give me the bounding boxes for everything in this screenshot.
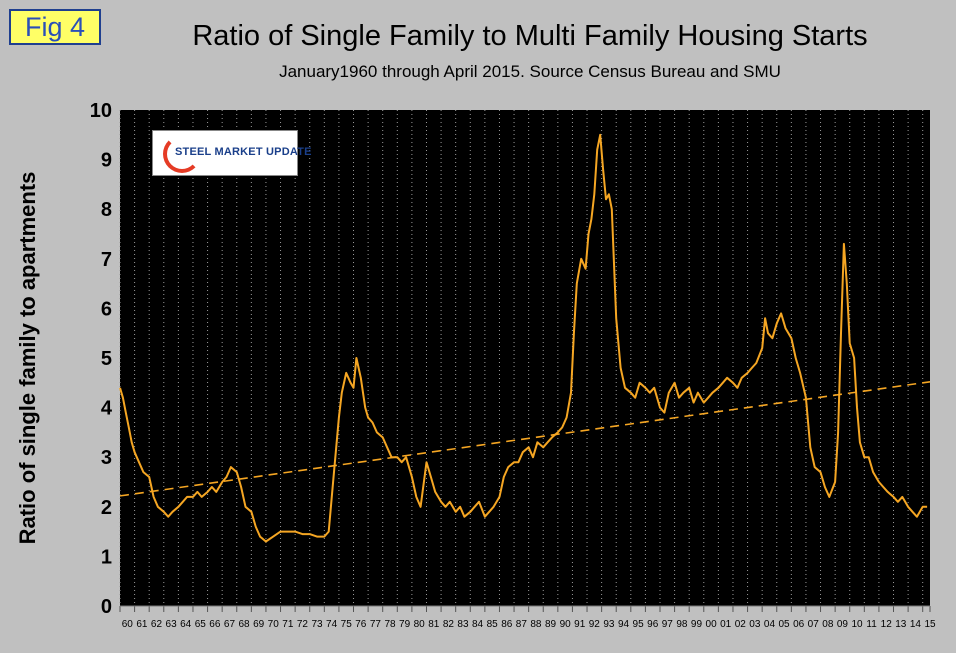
x-tick-label: 66 bbox=[209, 619, 221, 630]
x-tick-label: 62 bbox=[151, 619, 163, 630]
y-tick-label: 10 bbox=[90, 100, 112, 122]
x-tick-label: 83 bbox=[457, 619, 469, 630]
x-tick-label: 68 bbox=[238, 619, 250, 630]
x-tick-label: 72 bbox=[297, 619, 309, 630]
x-tick-label: 86 bbox=[501, 619, 513, 630]
x-tick-label: 06 bbox=[793, 619, 805, 630]
x-tick-label: 75 bbox=[341, 619, 353, 630]
chart-subtitle: January1960 through April 2015. Source C… bbox=[279, 62, 781, 81]
y-tick-label: 7 bbox=[101, 249, 112, 271]
series-layer bbox=[119, 133, 931, 543]
steel-market-update-logo: STEEL MARKET UPDATE bbox=[152, 130, 311, 176]
x-tick-label: 63 bbox=[166, 619, 178, 630]
x-tick-label: 13 bbox=[895, 619, 907, 630]
logo-text: STEEL MARKET UPDATE bbox=[175, 146, 312, 158]
x-tick-label: 08 bbox=[822, 619, 834, 630]
x-tick-label: 88 bbox=[530, 619, 542, 630]
x-tick-label: 61 bbox=[136, 619, 148, 630]
x-axis-ticks: 60 61 62 63 64 65 66 67 68 69 70 71 72 73 74 75 76 77 78 79… bbox=[119, 606, 936, 630]
y-tick-label: 4 bbox=[101, 398, 113, 420]
plot-area bbox=[120, 110, 930, 606]
x-tick-label: 02 bbox=[735, 619, 747, 630]
chart-title: Ratio of Single Family to Multi Family H… bbox=[192, 20, 868, 52]
x-tick-label: 11 bbox=[866, 619, 877, 630]
x-tick-label: 82 bbox=[443, 619, 455, 630]
x-tick-label: 97 bbox=[662, 619, 674, 630]
x-gridlines bbox=[119, 110, 924, 606]
x-tick-label: 99 bbox=[691, 619, 703, 630]
x-tick-label: 71 bbox=[282, 619, 294, 630]
x-tick-label: 03 bbox=[749, 619, 761, 630]
x-tick-label: 73 bbox=[311, 619, 323, 630]
x-tick-label: 89 bbox=[545, 619, 557, 630]
x-tick-label: 67 bbox=[224, 619, 236, 630]
y-tick-label: 9 bbox=[101, 150, 112, 172]
x-tick-label: 79 bbox=[399, 619, 411, 630]
y-tick-label: 8 bbox=[101, 199, 112, 221]
x-tick-label: 60 bbox=[122, 619, 134, 630]
x-tick-label: 78 bbox=[384, 619, 396, 630]
x-tick-label: 00 bbox=[706, 619, 718, 630]
x-tick-label: 12 bbox=[881, 619, 893, 630]
x-tick-label: 90 bbox=[560, 619, 572, 630]
logo-swoosh-icon bbox=[163, 135, 201, 173]
x-tick-label: 95 bbox=[633, 619, 645, 630]
y-tick-label: 6 bbox=[101, 298, 112, 320]
x-tick-label: 74 bbox=[326, 619, 338, 630]
y-tick-label: 2 bbox=[101, 497, 112, 519]
x-tick-label: 65 bbox=[195, 619, 207, 630]
y-axis-ticks: 0 1 2 3 4 5 6 7 8 9 10 bbox=[90, 100, 113, 618]
x-tick-label: 80 bbox=[414, 619, 426, 630]
ratio-series-line bbox=[119, 133, 928, 543]
x-tick-label: 77 bbox=[370, 619, 382, 630]
x-tick-label: 98 bbox=[676, 619, 688, 630]
y-tick-label: 5 bbox=[101, 348, 112, 370]
x-tick-label: 07 bbox=[808, 619, 820, 630]
x-tick-label: 92 bbox=[589, 619, 601, 630]
x-tick-label: 87 bbox=[516, 619, 528, 630]
y-tick-label: 1 bbox=[101, 546, 112, 568]
x-tick-label: 85 bbox=[487, 619, 499, 630]
x-tick-label: 09 bbox=[837, 619, 849, 630]
x-tick-label: 81 bbox=[428, 619, 440, 630]
x-tick-label: 94 bbox=[618, 619, 630, 630]
trend-line bbox=[119, 381, 931, 497]
x-tick-label: 70 bbox=[268, 619, 280, 630]
x-tick-label: 15 bbox=[924, 619, 936, 630]
x-tick-label: 01 bbox=[720, 619, 732, 630]
x-tick-label: 14 bbox=[910, 619, 922, 630]
x-tick-label: 10 bbox=[851, 619, 863, 630]
x-tick-label: 96 bbox=[647, 619, 659, 630]
y-tick-label: 3 bbox=[101, 447, 112, 469]
figure-label: Fig 4 bbox=[9, 9, 101, 45]
x-tick-label: 93 bbox=[603, 619, 615, 630]
x-tick-label: 05 bbox=[778, 619, 790, 630]
x-tick-label: 91 bbox=[574, 619, 586, 630]
x-tick-label: 84 bbox=[472, 619, 484, 630]
y-tick-label: 0 bbox=[101, 596, 112, 618]
x-tick-label: 64 bbox=[180, 619, 192, 630]
x-tick-label: 04 bbox=[764, 619, 776, 630]
x-tick-label: 76 bbox=[355, 619, 367, 630]
x-tick-label: 69 bbox=[253, 619, 265, 630]
